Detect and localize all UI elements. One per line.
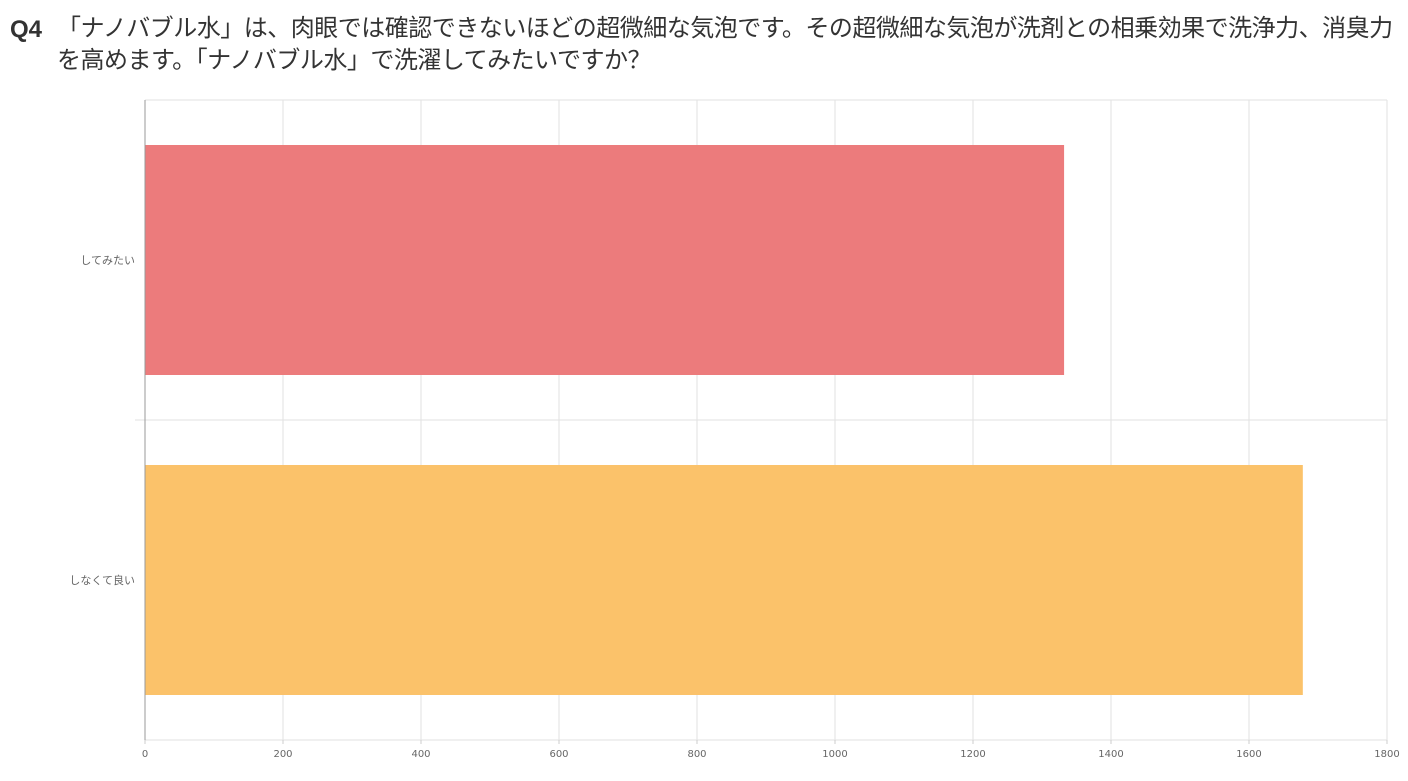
bar[interactable] — [145, 145, 1065, 375]
question-number: Q4 — [10, 16, 43, 43]
x-tick-label: 400 — [411, 749, 430, 760]
x-tick-label: 0 — [142, 749, 148, 760]
x-tick-label: 1200 — [960, 749, 985, 760]
question-text: 「ナノバブル水」は、肉眼では確認できないほどの超微細な気泡です。その超微細な気泡… — [57, 14, 1393, 74]
bar[interactable] — [145, 465, 1303, 695]
x-tick-label: 1800 — [1374, 749, 1399, 760]
x-tick-label: 600 — [549, 749, 568, 760]
question-header: Q4 「ナノバブル水」は、肉眼では確認できないほどの超微細な気泡です。その超微細… — [10, 12, 1402, 76]
chart-axes — [144, 100, 1388, 744]
x-tick-label: 200 — [273, 749, 292, 760]
category-label: してみたい — [80, 254, 135, 267]
category-label: しなくて良い — [69, 573, 135, 587]
chart-bars — [145, 145, 1303, 695]
x-tick-label: 1000 — [822, 749, 847, 760]
x-tick-label: 1400 — [1098, 749, 1123, 760]
x-tick-label: 1600 — [1236, 749, 1261, 760]
x-tick-label: 800 — [687, 749, 706, 760]
chart-tick-labels: 0 200 400 600 800 1000 1200 1400 1600 1800 — [142, 749, 1400, 760]
